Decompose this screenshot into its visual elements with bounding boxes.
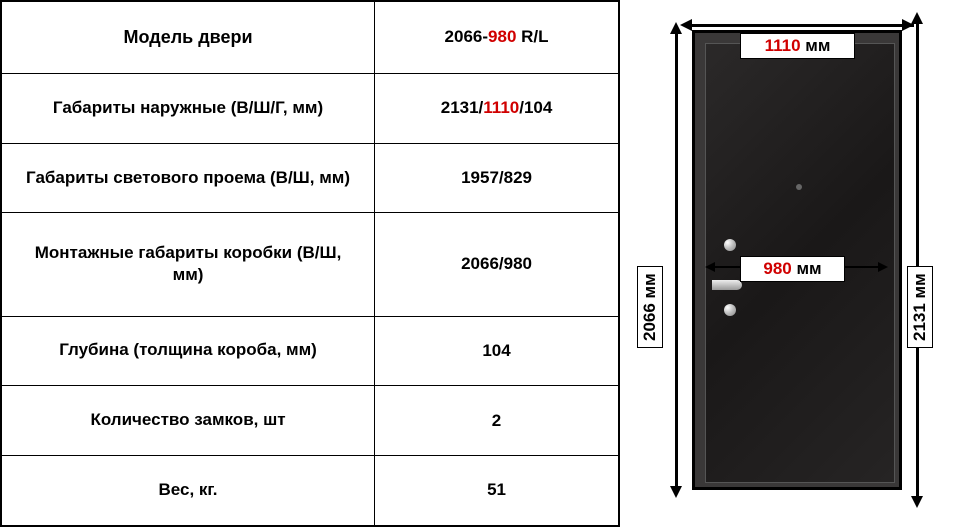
arrow-head [878, 262, 888, 272]
spec-value: 2066/980 [375, 213, 619, 316]
left-dimension-line [675, 30, 678, 490]
dimension-leaf-width: 980 мм [740, 256, 845, 282]
door-diagram: 1110 мм 980 мм 2066 мм 2131 мм [620, 0, 976, 527]
table-row: Модель двери2066-980 R/L [1, 1, 619, 73]
dimension-left-height: 2066 мм [637, 266, 663, 348]
arrow-head [911, 496, 923, 508]
lock-icon [724, 239, 736, 251]
lock-icon [724, 304, 736, 316]
spec-label: Вес, кг. [1, 455, 375, 526]
table-row: Вес, кг.51 [1, 455, 619, 526]
spec-label: Монтажные габариты коробки (В/Ш, мм) [1, 213, 375, 316]
specifications-table: Модель двери2066-980 R/LГабариты наружны… [0, 0, 620, 527]
spec-label: Модель двери [1, 1, 375, 73]
spec-value: 51 [375, 455, 619, 526]
spec-label: Количество замков, шт [1, 386, 375, 456]
table-row: Габариты наружные (В/Ш/Г, мм)2131/1110/1… [1, 73, 619, 143]
table-row: Монтажные габариты коробки (В/Ш, мм)2066… [1, 213, 619, 316]
table-row: Количество замков, шт2 [1, 386, 619, 456]
arrow-head [911, 12, 923, 24]
spec-value: 1957/829 [375, 143, 619, 213]
arrow-head [670, 486, 682, 498]
spec-value: 2131/1110/104 [375, 73, 619, 143]
top-dimension-line [688, 24, 914, 27]
arrow-head [705, 262, 715, 272]
spec-value: 104 [375, 316, 619, 386]
spec-value: 2 [375, 386, 619, 456]
arrow-head [670, 22, 682, 34]
spec-label: Глубина (толщина короба, мм) [1, 316, 375, 386]
right-dimension-line [916, 20, 919, 500]
spec-value: 2066-980 R/L [375, 1, 619, 73]
table-row: Глубина (толщина короба, мм)104 [1, 316, 619, 386]
table-row: Габариты светового проема (В/Ш, мм)1957/… [1, 143, 619, 213]
dimension-top-width: 1110 мм [740, 33, 855, 59]
dimension-right-height: 2131 мм [907, 266, 933, 348]
spec-label: Габариты наружные (В/Ш/Г, мм) [1, 73, 375, 143]
spec-label: Габариты светового проема (В/Ш, мм) [1, 143, 375, 213]
handle-icon [712, 280, 742, 290]
peephole-icon [796, 184, 802, 190]
